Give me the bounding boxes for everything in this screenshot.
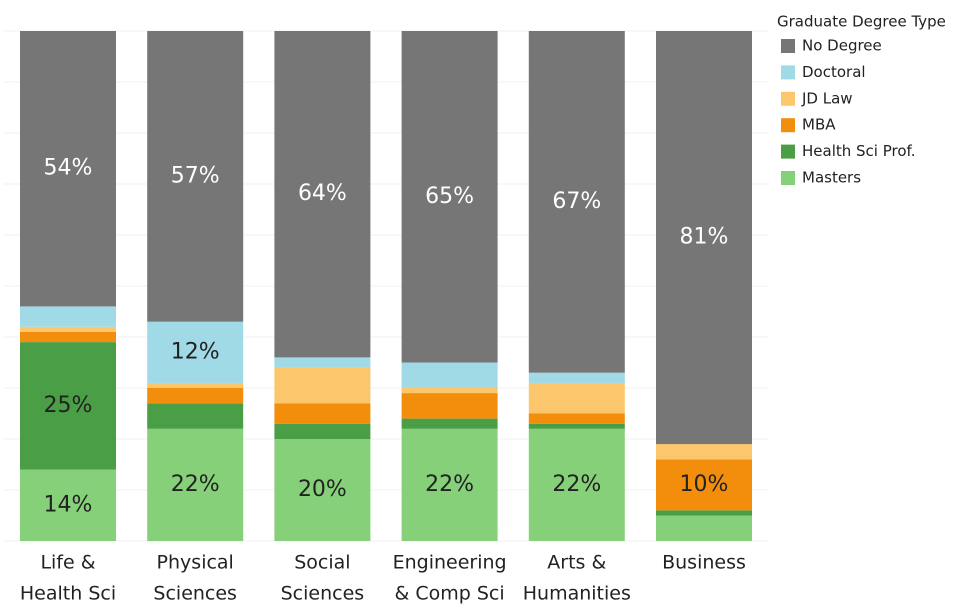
bar-segment xyxy=(401,31,498,363)
bar-segment xyxy=(528,428,625,541)
value-label: 25% xyxy=(44,393,93,418)
bar-segment xyxy=(274,423,371,439)
x-tick-label: Humanities xyxy=(523,583,631,605)
bar-segment xyxy=(20,306,116,327)
x-tick-label: Health Sci xyxy=(20,583,116,605)
bar-segment xyxy=(20,331,116,343)
x-tick-label: & Comp Sci xyxy=(395,583,505,605)
bar-segment xyxy=(528,423,625,429)
x-tick-label: Life & xyxy=(40,552,95,574)
value-label: 20% xyxy=(298,477,347,502)
legend-swatch xyxy=(781,171,795,185)
x-tick-label: Engineering xyxy=(393,552,507,574)
bar-segment xyxy=(401,428,498,541)
bar-segment xyxy=(20,342,116,470)
value-label: 67% xyxy=(552,189,601,214)
bar-segment xyxy=(401,388,498,394)
bar-segment xyxy=(147,428,244,541)
bar-segment xyxy=(147,31,244,322)
value-label: 64% xyxy=(298,181,347,206)
bar-segment xyxy=(147,321,244,383)
bar-segment xyxy=(401,362,498,388)
bar-segment xyxy=(528,372,625,383)
x-tick-label: Social xyxy=(294,552,350,574)
bar-segment xyxy=(528,31,625,373)
bar-segment xyxy=(274,357,371,368)
value-label: 54% xyxy=(44,156,93,181)
bar-segment xyxy=(20,31,116,307)
value-label: 22% xyxy=(171,472,220,497)
bar-segment xyxy=(274,403,371,424)
value-label: 22% xyxy=(425,472,474,497)
bar-segment xyxy=(147,403,244,429)
bar-segment xyxy=(401,418,498,429)
bar-segment xyxy=(147,388,244,404)
bar-segment xyxy=(656,515,752,541)
bar-segment xyxy=(20,326,116,332)
value-label: 14% xyxy=(44,492,93,517)
bar-segment xyxy=(656,510,752,516)
x-tick-label: Sciences xyxy=(153,583,237,605)
legend-label: MBA xyxy=(802,116,836,134)
value-label: 65% xyxy=(425,184,474,209)
legend-label: Health Sci Prof. xyxy=(802,142,915,160)
bar-segment xyxy=(528,382,625,414)
legend-swatch xyxy=(781,91,795,106)
legend-label: Doctoral xyxy=(802,63,866,81)
bar-segment xyxy=(20,469,116,541)
x-tick-label: Arts & xyxy=(547,552,606,574)
bar-segment xyxy=(274,439,371,541)
legend-swatch xyxy=(781,39,795,53)
bar-segment xyxy=(656,444,752,460)
value-label: 12% xyxy=(171,339,220,364)
value-label: 10% xyxy=(680,472,729,497)
value-label: 57% xyxy=(171,163,220,188)
bar-segment xyxy=(656,459,752,511)
bar-segment xyxy=(274,367,371,404)
bar-segment xyxy=(401,393,498,419)
legend-label: Masters xyxy=(802,169,861,187)
legend-label: No Degree xyxy=(802,37,882,55)
value-label: 81% xyxy=(680,225,729,250)
legend-title: Graduate Degree Type xyxy=(777,13,946,31)
legend-swatch xyxy=(781,65,795,80)
bar-segment xyxy=(274,31,371,358)
bar-segment xyxy=(528,413,625,424)
bar-segment xyxy=(147,382,244,388)
x-tick-label: Sciences xyxy=(281,583,365,605)
legend-swatch xyxy=(781,144,795,159)
legend-label: JD Law xyxy=(801,89,853,107)
x-tick-label: Physical xyxy=(157,552,234,574)
value-label: 22% xyxy=(552,472,601,497)
legend-swatch xyxy=(781,118,795,133)
x-tick-label: Business xyxy=(662,552,746,574)
bar-segment xyxy=(656,31,752,445)
